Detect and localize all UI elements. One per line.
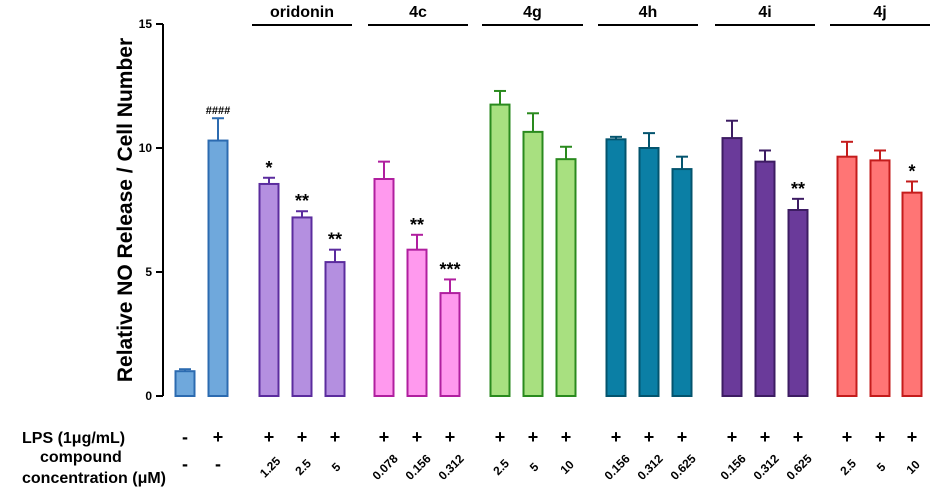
group-oridonin-0-lps: + — [264, 427, 275, 447]
group-4c-title: 4c — [409, 4, 427, 21]
group-4c-1-significance: ** — [410, 215, 424, 235]
group-oridonin-2-lps: + — [330, 427, 341, 447]
group-4j-2-conc: 10 — [903, 457, 923, 477]
group-4i-title: 4i — [758, 4, 771, 21]
group-4i-2-lps: + — [793, 427, 804, 447]
group-oridonin-1-conc: 2.5 — [292, 456, 314, 478]
group-4c-0-conc: 0.078 — [370, 451, 401, 482]
group-4c-2-bar — [439, 292, 461, 397]
group-4i-1-bar — [754, 160, 776, 397]
group-4i-2-significance: ** — [791, 179, 805, 199]
group-4c-0-bar — [373, 178, 395, 397]
group-4g-0-bar — [489, 103, 511, 397]
lps-row-label: LPS (1μg/mL) — [22, 430, 125, 447]
control-1-conc: - — [215, 454, 221, 474]
group-4c-1-bar — [406, 248, 428, 397]
group-4i-2-bar — [787, 209, 809, 397]
control-1-bar — [207, 139, 229, 397]
group-4c-1-conc: 0.156 — [403, 451, 434, 482]
y-tick-label-10: 10 — [139, 141, 153, 155]
group-4h-1-lps: + — [644, 427, 655, 447]
y-tick-label-15: 15 — [139, 17, 153, 31]
group-4g-1-lps: + — [528, 427, 539, 447]
group-4h-0-lps: + — [611, 427, 622, 447]
group-4j-1-lps: + — [875, 427, 886, 447]
group-4h-2-lps: + — [677, 427, 688, 447]
group-4h-2-conc: 0.625 — [668, 451, 699, 482]
group-4g-2-conc: 10 — [557, 457, 577, 477]
control-1-significance: #### — [206, 105, 230, 117]
control-1-lps: + — [213, 427, 224, 447]
group-4j-2-significance: * — [908, 161, 915, 181]
group-4h-0-bar — [605, 138, 627, 397]
group-4i-1-lps: + — [760, 427, 771, 447]
group-oridonin-title: oridonin — [270, 4, 334, 21]
group-4i-2-conc: 0.625 — [784, 451, 815, 482]
group-4c-1-lps: + — [412, 427, 423, 447]
group-4j-title: 4j — [873, 4, 886, 21]
group-4i-0-lps: + — [727, 427, 738, 447]
group-oridonin-1-bar — [291, 216, 313, 397]
group-oridonin-2-significance: ** — [328, 230, 342, 250]
group-4h-0-conc: 0.156 — [602, 451, 633, 482]
group-4c-2-significance: *** — [439, 259, 460, 279]
group-4h-title: 4h — [639, 4, 658, 21]
group-4j-0-conc: 2.5 — [837, 456, 859, 478]
group-4c-0-lps: + — [379, 427, 390, 447]
group-4h-1-bar — [638, 147, 660, 397]
group-4c-2-conc: 0.312 — [436, 451, 467, 482]
group-4j-0-bar — [836, 155, 858, 397]
group-4g-1-bar — [522, 130, 544, 397]
group-4g-1-conc: 5 — [527, 460, 542, 475]
group-4j-2-bar — [901, 191, 923, 397]
group-oridonin-0-significance: * — [265, 158, 272, 178]
group-oridonin-2-bar — [324, 261, 346, 397]
group-4h-1-conc: 0.312 — [635, 451, 666, 482]
conc-row-label-line2: concentration (μM) — [22, 470, 166, 487]
group-4j-2-lps: + — [907, 427, 918, 447]
group-oridonin-0-conc: 1.25 — [257, 454, 284, 481]
group-oridonin-0-bar — [258, 182, 280, 397]
group-4i-0-bar — [721, 137, 743, 398]
group-4g-title: 4g — [523, 4, 542, 21]
y-tick-label-0: 0 — [145, 389, 152, 403]
group-4j-0-lps: + — [842, 427, 853, 447]
group-4g-2-lps: + — [561, 427, 572, 447]
control-0-lps: - — [182, 427, 188, 447]
group-4g-2-bar — [555, 158, 577, 397]
group-4j-1-conc: 5 — [874, 460, 889, 475]
group-oridonin-1-significance: ** — [295, 191, 309, 211]
conc-row-label-line1: compound — [40, 449, 122, 466]
y-axis-label: Relative NO Release / Cell Number — [114, 38, 137, 382]
control-0-conc: - — [182, 454, 188, 474]
y-axis: 0 5 10 15 — [139, 17, 164, 403]
group-4g-0-lps: + — [495, 427, 506, 447]
group-oridonin-1-lps: + — [297, 427, 308, 447]
group-4g-0-conc: 2.5 — [490, 456, 512, 478]
group-oridonin-2-conc: 5 — [329, 460, 344, 475]
control-0-bar — [174, 370, 196, 398]
group-4j-1-bar — [869, 159, 891, 397]
group-4h-2-bar — [671, 168, 693, 397]
group-4c-2-lps: + — [445, 427, 456, 447]
group-4i-1-conc: 0.312 — [751, 451, 782, 482]
y-tick-label-5: 5 — [145, 265, 152, 279]
bars — [174, 89, 923, 398]
group-4i-0-conc: 0.156 — [718, 451, 749, 482]
